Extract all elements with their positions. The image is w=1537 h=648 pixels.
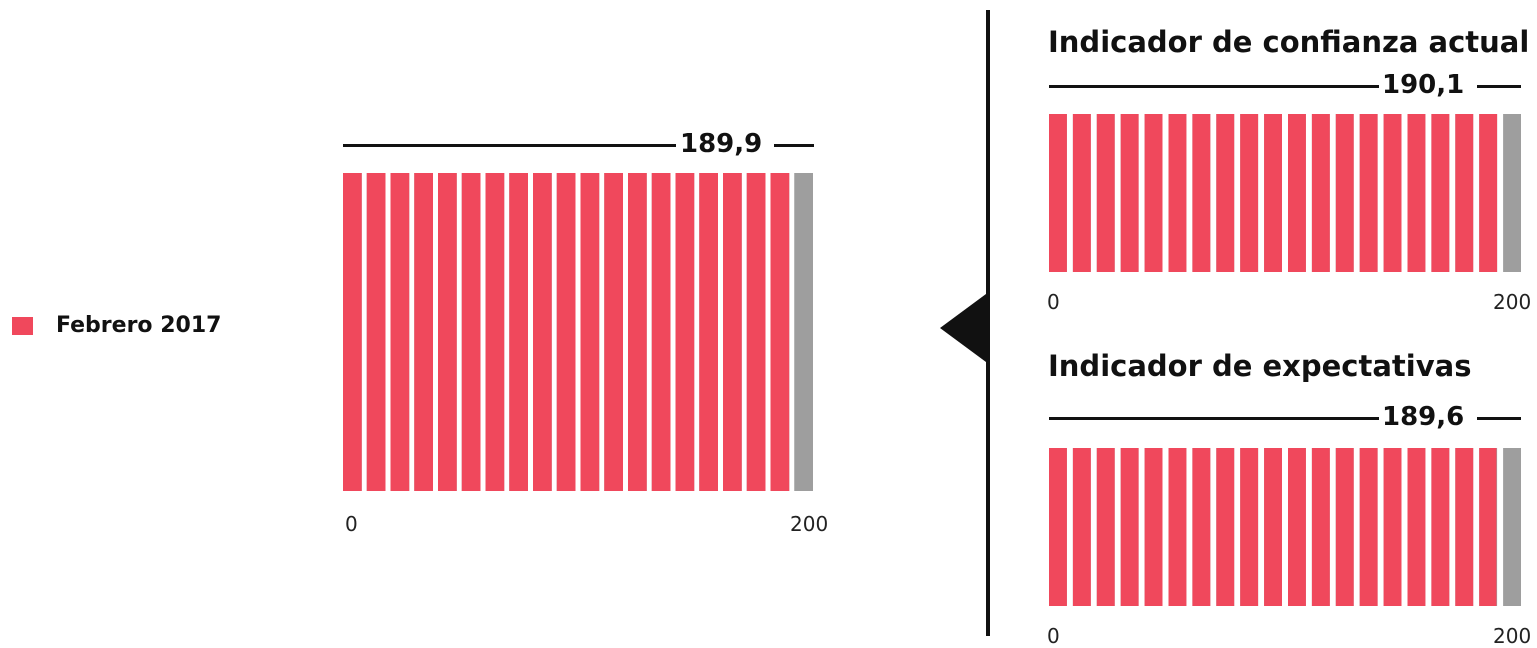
gauge-segment-fill: [1120, 114, 1139, 272]
axis-min-label: 0: [1047, 290, 1060, 314]
gauge-segment-fill: [604, 173, 623, 491]
gauge-segment-fill: [746, 173, 766, 491]
gauge-segment-fill: [1264, 448, 1282, 606]
gauge-segment-fill: [1431, 114, 1450, 272]
gauge-segment-fill: [1335, 114, 1354, 272]
gauge-segment-fill: [1216, 114, 1235, 272]
gauge-segment-fill: [461, 173, 481, 491]
chart-legend: Febrero 2017: [12, 313, 221, 338]
gauge-segment-fill: [699, 173, 718, 491]
gauge-segment-fill: [1383, 114, 1402, 272]
marker-line-right: [1477, 85, 1521, 88]
gauge-segment-fill: [1311, 448, 1330, 606]
gauge-segment-fill: [1144, 114, 1163, 272]
value-label: 189,9: [680, 129, 763, 159]
gauge-segment-fill: [414, 173, 433, 491]
axis-max-label: 200: [790, 512, 829, 536]
gauge-segment-fill: [390, 173, 410, 491]
marker-line-right: [774, 144, 814, 147]
gauge-title-expectativas: Indicador de expectativas: [1048, 349, 1472, 383]
gauge-segment-fill: [580, 173, 600, 491]
gauge-segment-track: [1503, 114, 1521, 272]
gauge-segment-fill: [1096, 114, 1115, 272]
marker-line-right: [1477, 417, 1521, 420]
gauge-segment-fill: [1168, 448, 1187, 606]
gauge-segment-fill: [1240, 114, 1259, 272]
gauge-bars: [343, 173, 813, 491]
gauge-segment-fill: [1168, 114, 1187, 272]
gauge-segment-fill: [556, 173, 576, 491]
axis-min-label: 0: [1047, 624, 1060, 648]
pointer-arrow-icon: [940, 294, 986, 362]
gauge-segment-track: [794, 173, 813, 491]
gauge-segment-fill: [438, 173, 457, 491]
gauge-segment-fill: [485, 173, 505, 491]
gauge-segment-fill: [1407, 448, 1426, 606]
gauge-segment-fill: [770, 173, 790, 491]
gauge-segment-fill: [1455, 448, 1474, 606]
gauge-segment-fill: [1120, 448, 1139, 606]
gauge-segment-fill: [343, 173, 362, 491]
gauge-segment-fill: [1072, 114, 1091, 272]
gauge-segment-fill: [1144, 448, 1163, 606]
value-label: 189,6: [1382, 402, 1465, 432]
legend-swatch: [12, 316, 33, 335]
gauge-segment-fill: [1455, 114, 1474, 272]
gauge-segment-fill: [1359, 114, 1378, 272]
gauge-segment-fill: [1216, 448, 1235, 606]
gauge-segment-fill: [1240, 448, 1259, 606]
gauge-segment-fill: [1479, 448, 1497, 606]
axis-min-label: 0: [345, 512, 358, 536]
gauge-segment-fill: [1072, 448, 1091, 606]
gauge-segment-fill: [1288, 448, 1306, 606]
gauge-segment-fill: [1431, 448, 1450, 606]
gauge-bars: [1049, 114, 1521, 272]
gauge-segment-fill: [1096, 448, 1115, 606]
gauge-segment-fill: [651, 173, 671, 491]
gauge-segment-fill: [723, 173, 742, 491]
marker-line-left: [343, 144, 676, 147]
gauge-segment-fill: [1311, 114, 1330, 272]
axis-max-label: 200: [1493, 624, 1532, 648]
gauge-segment-fill: [1049, 448, 1067, 606]
legend-label: Febrero 2017: [56, 313, 222, 338]
gauge-segment-fill: [675, 173, 695, 491]
gauge-segment-fill: [1479, 114, 1498, 272]
gauge-segment-fill: [533, 173, 552, 491]
gauge-bars: [1049, 448, 1521, 606]
gauge-segment-fill: [1264, 114, 1282, 272]
gauge-segment-fill: [1407, 114, 1426, 272]
vertical-divider: [986, 10, 990, 636]
axis-max-label: 200: [1493, 290, 1532, 314]
marker-line-left: [1049, 417, 1379, 420]
gauge-segment-fill: [1335, 448, 1354, 606]
gauge-segment-fill: [1359, 448, 1378, 606]
marker-line-left: [1049, 85, 1379, 88]
gauge-segment-fill: [1192, 448, 1211, 606]
gauge-segment-fill: [509, 173, 528, 491]
gauge-segment-fill: [366, 173, 386, 491]
gauge-segment-fill: [1288, 114, 1306, 272]
gauge-segment-track: [1503, 448, 1521, 606]
gauge-segment-fill: [1383, 448, 1402, 606]
gauge-segment-fill: [1049, 114, 1067, 272]
gauge-segment-fill: [628, 173, 647, 491]
gauge-segment-fill: [1192, 114, 1211, 272]
gauge-title-confianza: Indicador de confianza actual: [1048, 25, 1530, 59]
value-label: 190,1: [1382, 70, 1465, 100]
